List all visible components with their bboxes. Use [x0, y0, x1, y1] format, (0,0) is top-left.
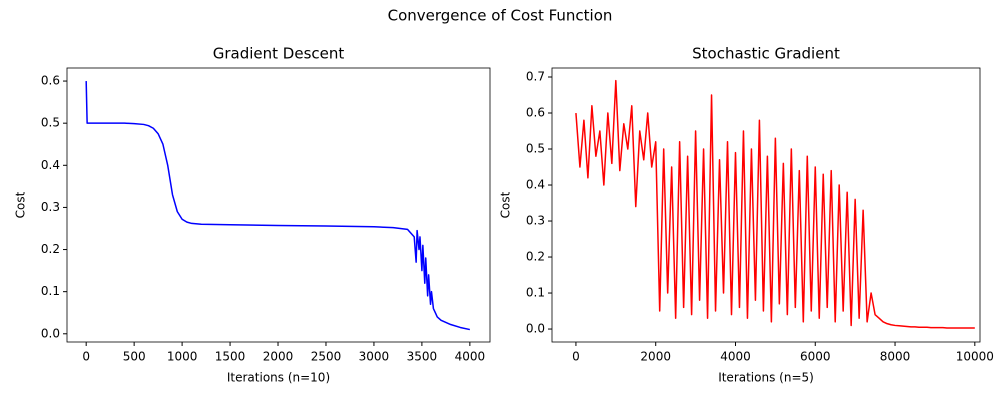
- data-line: [85, 81, 471, 331]
- axes-title: Gradient Descent: [213, 45, 345, 63]
- x-tick-label: 2500: [311, 350, 342, 364]
- x-tick-label: 1000: [167, 350, 198, 364]
- y-tick-label: 0.6: [41, 74, 60, 88]
- x-tick-label: 0: [82, 350, 90, 364]
- x-tick-label: 2000: [640, 350, 671, 364]
- x-tick-label: 4000: [720, 350, 751, 364]
- y-tick-label: 0.4: [41, 158, 60, 172]
- x-tick-label: 3500: [407, 350, 438, 364]
- y-tick-label: 0.2: [526, 250, 545, 264]
- x-tick-label: 0: [572, 350, 580, 364]
- axes-frame: [66, 67, 491, 343]
- x-tick-label: 500: [123, 350, 146, 364]
- y-tick-label: 0.7: [526, 70, 545, 84]
- axes-frame: [551, 67, 981, 343]
- x-tick-label: 2000: [263, 350, 294, 364]
- x-axis-label: Iterations (n=5): [718, 371, 814, 385]
- x-tick-label: 1500: [215, 350, 246, 364]
- x-tick-label: 6000: [800, 350, 831, 364]
- y-tick-label: 0.5: [526, 142, 545, 156]
- y-tick-label: 0.3: [526, 214, 545, 228]
- y-tick-label: 0.4: [526, 178, 545, 192]
- y-axis-label: Cost: [14, 191, 28, 218]
- x-tick-label: 3000: [359, 350, 390, 364]
- x-tick-label: 10000: [956, 350, 994, 364]
- y-tick-label: 0.1: [41, 284, 60, 298]
- y-tick-label: 0.5: [41, 116, 60, 130]
- y-axis-label: Cost: [499, 191, 513, 218]
- axes-title: Stochastic Gradient: [692, 45, 840, 63]
- x-tick-label: 4000: [455, 350, 486, 364]
- x-axis-label: Iterations (n=10): [227, 371, 330, 385]
- y-tick-label: 0.6: [526, 106, 545, 120]
- figure-title: Convergence of Cost Function: [388, 7, 613, 25]
- y-tick-label: 0.2: [41, 242, 60, 256]
- y-tick-label: 0.0: [526, 322, 545, 336]
- y-tick-label: 0.3: [41, 200, 60, 214]
- y-tick-label: 0.1: [526, 286, 545, 300]
- data-line: [575, 79, 975, 329]
- x-tick-label: 8000: [880, 350, 911, 364]
- y-tick-label: 0.0: [41, 326, 60, 340]
